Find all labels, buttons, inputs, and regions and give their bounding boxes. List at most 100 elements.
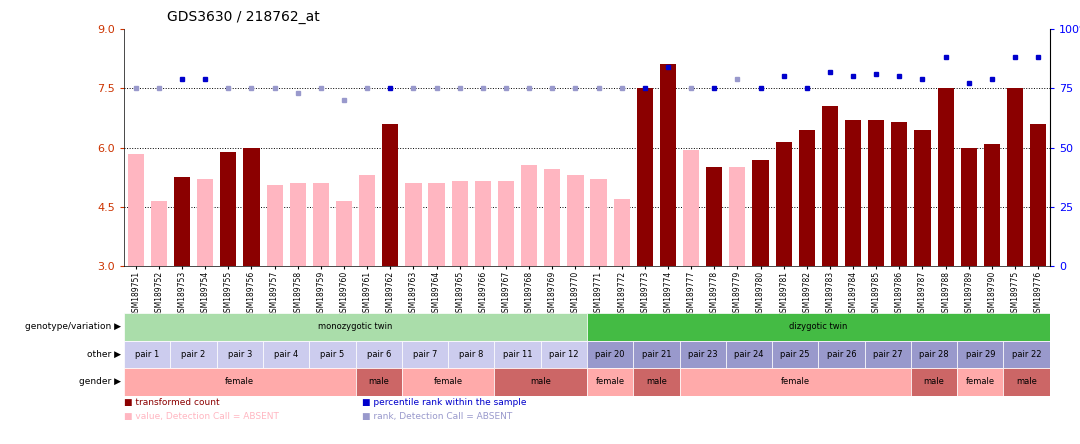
Bar: [544, 170, 561, 266]
Text: male: male: [923, 377, 945, 386]
Text: ■ rank, Detection Call = ABSENT: ■ rank, Detection Call = ABSENT: [362, 412, 512, 421]
Bar: [405, 183, 421, 266]
Text: dizygotic twin: dizygotic twin: [789, 322, 848, 331]
Bar: [591, 179, 607, 266]
Text: other ▶: other ▶: [87, 350, 121, 359]
Bar: [984, 144, 1000, 266]
Text: pair 24: pair 24: [734, 350, 764, 359]
Text: male: male: [530, 377, 551, 386]
Text: pair 26: pair 26: [826, 350, 856, 359]
Text: pair 23: pair 23: [688, 350, 717, 359]
Text: female: female: [781, 377, 810, 386]
Text: pair 28: pair 28: [919, 350, 949, 359]
Text: pair 29: pair 29: [966, 350, 995, 359]
Bar: [382, 124, 399, 266]
Bar: [355, 368, 402, 396]
Bar: [683, 150, 699, 266]
Bar: [127, 154, 144, 266]
Text: pair 8: pair 8: [459, 350, 484, 359]
Bar: [171, 341, 217, 368]
Bar: [355, 341, 402, 368]
Text: female: female: [966, 377, 995, 386]
Bar: [845, 120, 861, 266]
Text: pair 2: pair 2: [181, 350, 206, 359]
Text: pair 25: pair 25: [781, 350, 810, 359]
Bar: [772, 341, 819, 368]
Bar: [706, 167, 723, 266]
Text: pair 6: pair 6: [366, 350, 391, 359]
Text: female: female: [595, 377, 624, 386]
Bar: [868, 120, 885, 266]
Bar: [679, 368, 910, 396]
Text: pair 12: pair 12: [549, 350, 579, 359]
Bar: [891, 122, 907, 266]
Text: GDS3630 / 218762_at: GDS3630 / 218762_at: [167, 10, 320, 24]
Text: male: male: [368, 377, 389, 386]
Bar: [174, 177, 190, 266]
Bar: [289, 183, 306, 266]
Bar: [937, 88, 954, 266]
Bar: [402, 368, 495, 396]
Bar: [124, 368, 355, 396]
Bar: [124, 313, 588, 341]
Text: pair 5: pair 5: [321, 350, 345, 359]
Bar: [753, 159, 769, 266]
Bar: [660, 64, 676, 266]
Text: ■ percentile rank within the sample: ■ percentile rank within the sample: [362, 398, 526, 407]
Bar: [448, 341, 495, 368]
Text: pair 11: pair 11: [503, 350, 532, 359]
Bar: [1007, 88, 1023, 266]
Text: gender ▶: gender ▶: [79, 377, 121, 386]
Bar: [498, 181, 514, 266]
Text: pair 22: pair 22: [1012, 350, 1041, 359]
Bar: [1003, 341, 1050, 368]
Bar: [220, 151, 237, 266]
Bar: [267, 185, 283, 266]
Bar: [521, 166, 537, 266]
Text: female: female: [433, 377, 462, 386]
Text: pair 3: pair 3: [228, 350, 252, 359]
Bar: [309, 341, 355, 368]
Bar: [451, 181, 468, 266]
Bar: [124, 341, 171, 368]
Bar: [1030, 124, 1047, 266]
Bar: [633, 368, 679, 396]
Text: pair 4: pair 4: [274, 350, 298, 359]
Text: female: female: [226, 377, 255, 386]
Bar: [243, 147, 259, 266]
Text: genotype/variation ▶: genotype/variation ▶: [25, 322, 121, 331]
Bar: [217, 341, 264, 368]
Bar: [588, 341, 633, 368]
Bar: [475, 181, 491, 266]
Bar: [197, 179, 213, 266]
Bar: [729, 167, 745, 266]
Text: male: male: [646, 377, 666, 386]
Bar: [429, 183, 445, 266]
Text: pair 7: pair 7: [413, 350, 437, 359]
Text: pair 27: pair 27: [873, 350, 903, 359]
Bar: [822, 106, 838, 266]
Bar: [633, 341, 679, 368]
Bar: [819, 341, 865, 368]
Bar: [613, 199, 630, 266]
Text: pair 20: pair 20: [595, 350, 625, 359]
Bar: [495, 341, 541, 368]
Bar: [961, 147, 977, 266]
Text: male: male: [1016, 377, 1037, 386]
Bar: [588, 313, 1050, 341]
Bar: [1003, 368, 1050, 396]
Bar: [799, 130, 815, 266]
Bar: [588, 368, 633, 396]
Text: pair 1: pair 1: [135, 350, 160, 359]
Bar: [495, 368, 588, 396]
Bar: [957, 368, 1003, 396]
Bar: [865, 341, 910, 368]
Bar: [567, 175, 583, 266]
Bar: [313, 183, 329, 266]
Text: monozygotic twin: monozygotic twin: [319, 322, 393, 331]
Bar: [910, 368, 957, 396]
Bar: [336, 201, 352, 266]
Bar: [402, 341, 448, 368]
Bar: [151, 201, 167, 266]
Bar: [637, 88, 653, 266]
